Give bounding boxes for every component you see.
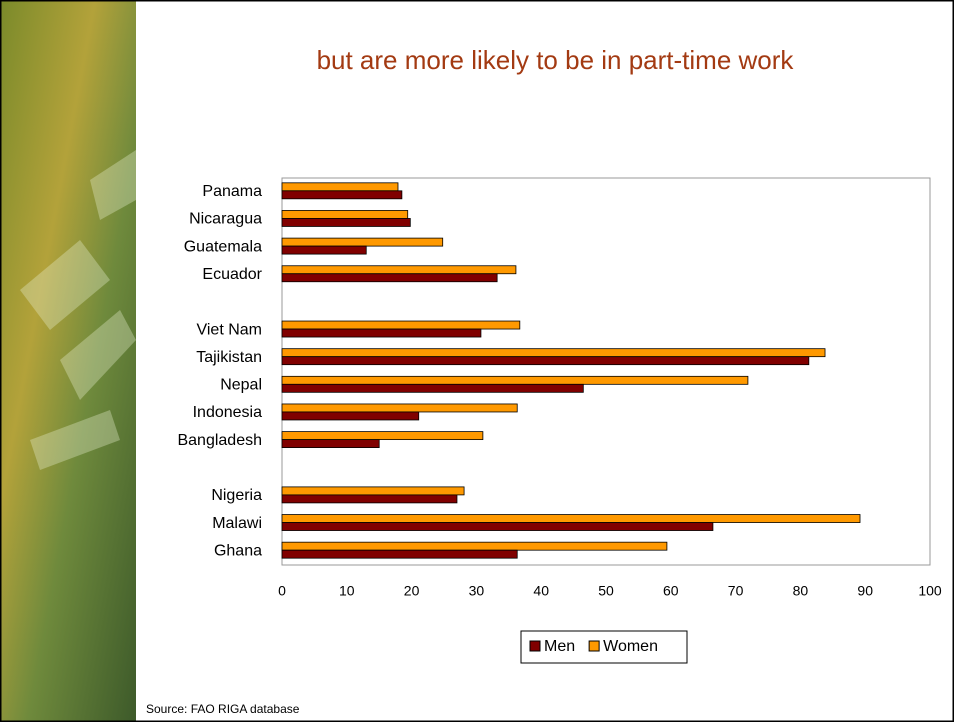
- legend-swatch: [588, 640, 600, 652]
- x-tick-label: 10: [339, 583, 355, 599]
- x-tick-label: 60: [663, 583, 679, 599]
- x-tick-label: 80: [793, 583, 809, 599]
- bar: [281, 383, 584, 393]
- bar: [281, 411, 420, 421]
- bar: [281, 541, 668, 551]
- bar: [281, 210, 409, 219]
- legend-label: Men: [544, 638, 575, 655]
- bar: [281, 439, 380, 449]
- y-tick-label: Tajikistan: [196, 349, 262, 366]
- bar: [281, 494, 458, 504]
- x-tick-label: 90: [857, 583, 873, 599]
- bar: [281, 190, 403, 200]
- bar: [281, 486, 465, 496]
- y-tick-label: Viet Nam: [196, 321, 262, 338]
- bar: [281, 328, 482, 338]
- x-tick-label: 20: [404, 583, 420, 599]
- source-note: Source: FAO RIGA database: [146, 702, 300, 716]
- y-tick-label: Bangladesh: [177, 432, 262, 449]
- chart-title: but are more likely to be in part-time w…: [317, 45, 795, 75]
- bar: [281, 218, 411, 227]
- y-tick-label: Nepal: [220, 377, 262, 394]
- bar: [281, 182, 399, 192]
- y-tick-label: Nigeria: [211, 487, 262, 504]
- bar: [281, 514, 861, 523]
- bar: [281, 403, 518, 413]
- x-tick-label: 30: [469, 583, 485, 599]
- bar: [281, 375, 749, 385]
- legend: [520, 630, 688, 664]
- x-tick-label: 100: [918, 583, 942, 599]
- x-tick-label: 0: [278, 583, 286, 599]
- legend-swatch: [529, 640, 541, 652]
- y-tick-label: Malawi: [212, 515, 262, 532]
- y-tick-label: Guatemala: [184, 238, 262, 255]
- legend-label: Women: [603, 638, 658, 655]
- bar: [281, 320, 521, 330]
- bar: [281, 245, 367, 255]
- bar: [281, 549, 518, 559]
- bar: [281, 431, 484, 441]
- x-tick-label: 50: [598, 583, 614, 599]
- y-tick-label: Panama: [202, 183, 262, 200]
- decor-strip: [0, 0, 136, 722]
- plot-area: [281, 177, 931, 566]
- bar: [281, 348, 826, 358]
- y-tick-label: Indonesia: [193, 404, 262, 421]
- x-tick-label: 40: [533, 583, 549, 599]
- decor-shapes: [20, 150, 136, 470]
- x-tick-label: 70: [728, 583, 744, 599]
- bar: [281, 265, 517, 275]
- bar: [281, 273, 498, 283]
- bar: [281, 356, 810, 366]
- y-tick-label: Ghana: [214, 542, 262, 559]
- y-tick-label: Nicaragua: [189, 211, 262, 228]
- bar: [281, 237, 444, 247]
- y-tick-label: Ecuador: [202, 266, 262, 283]
- bar: [281, 522, 714, 531]
